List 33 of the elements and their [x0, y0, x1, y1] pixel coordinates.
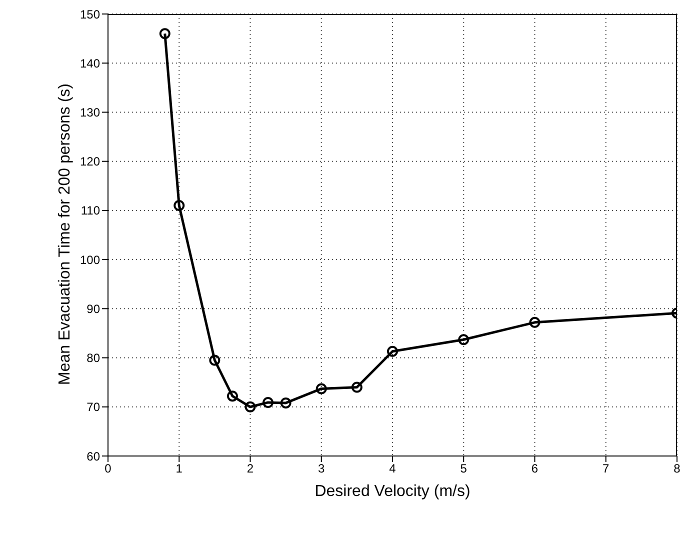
point: [209, 354, 220, 366]
point: [262, 396, 274, 408]
x-tick-label: 7: [602, 462, 610, 476]
point: [316, 383, 327, 394]
y-tick-label: 140: [80, 56, 100, 70]
y-tick-label: 70: [86, 400, 100, 414]
x-tick-label: 8: [674, 462, 681, 476]
y-tick-label: 90: [86, 302, 100, 316]
y-tick-label: 100: [80, 252, 100, 267]
point: [387, 346, 398, 357]
point: [244, 401, 256, 412]
y-tick-label: 80: [86, 351, 100, 366]
y-tick-label: 130: [80, 105, 100, 120]
y-axis-title: Mean Evacuation Time for 200 persons (s): [56, 84, 74, 385]
y-tick-label: 150: [80, 7, 100, 22]
point: [351, 382, 362, 393]
y-tick-label: 60: [86, 449, 100, 464]
point: [174, 200, 185, 212]
point: [280, 397, 292, 408]
point: [529, 316, 540, 328]
x-tick-label: 0: [104, 462, 112, 476]
x-tick-label: 2: [246, 462, 254, 476]
x-tick-label: 1: [176, 462, 183, 476]
y-tick-label: 110: [80, 204, 100, 218]
point: [226, 390, 238, 402]
point: [159, 28, 170, 40]
x-axis-title: Desired Velocity (m/s): [314, 483, 470, 500]
x-tick-label: 6: [531, 462, 538, 476]
x-tick-label: 3: [318, 462, 326, 476]
point: [458, 334, 470, 346]
x-tick-label: 5: [460, 462, 468, 476]
x-tick-label: 4: [389, 462, 396, 476]
y-tick-label: 120: [80, 154, 100, 169]
